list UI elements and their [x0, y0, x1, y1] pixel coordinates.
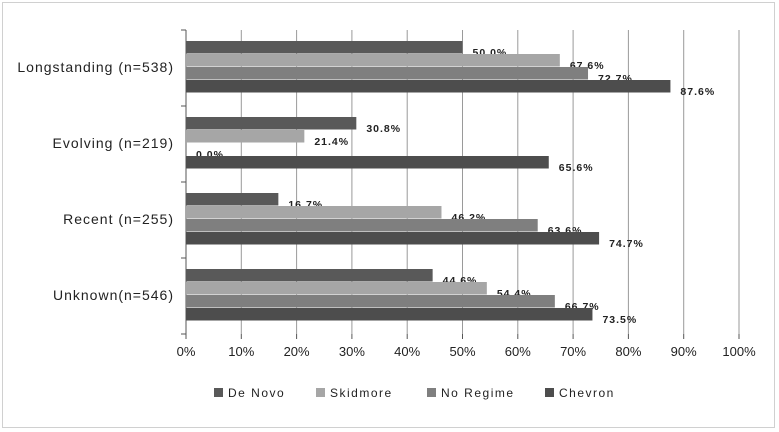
x-tick-label: 10%	[228, 344, 254, 359]
legend-swatch-de-novo	[214, 388, 223, 397]
x-tick-label: 90%	[671, 344, 697, 359]
x-tick-label: 20%	[284, 344, 310, 359]
category-label: Evolving (n=219)	[53, 135, 174, 151]
data-label: 65.6%	[559, 162, 594, 174]
x-tick-label: 0%	[177, 344, 196, 359]
category-label: Longstanding (n=538)	[17, 59, 174, 75]
x-tick-label: 80%	[615, 344, 641, 359]
bar-chevron-3	[186, 308, 593, 321]
data-label: 30.8%	[366, 123, 401, 135]
data-label: 73.5%	[602, 314, 637, 326]
bar-chevron-2	[186, 232, 600, 245]
data-label: 74.7%	[609, 238, 644, 250]
bar-de-novo-1	[186, 117, 357, 130]
legend-entry-label: No Regime	[441, 386, 515, 400]
bar-skidmore-1	[186, 130, 305, 143]
bar-de-novo-0	[186, 41, 463, 54]
x-tick-label: 40%	[394, 344, 420, 359]
legend-entry-label: Skidmore	[330, 386, 393, 400]
x-tick-label: 70%	[560, 344, 586, 359]
bar-chevron-1	[186, 156, 549, 169]
legend-swatch-chevron	[545, 388, 554, 397]
x-tick-label: 30%	[339, 344, 365, 359]
x-tick-label: 50%	[449, 344, 475, 359]
legend-entry-label: Chevron	[559, 386, 615, 400]
bar-de-novo-2	[186, 193, 279, 206]
category-label: Unknown(n=546)	[53, 287, 174, 303]
x-tick-label: 60%	[505, 344, 531, 359]
data-label: 87.6%	[680, 86, 715, 98]
bar-skidmore-2	[186, 206, 442, 219]
legend-swatch-skidmore	[316, 388, 325, 397]
bar-de-novo-3	[186, 269, 433, 282]
legend-entry-label: De Novo	[228, 386, 285, 400]
bar-skidmore-0	[186, 54, 560, 67]
category-label: Recent (n=255)	[63, 211, 174, 227]
bar-skidmore-3	[186, 282, 487, 295]
x-tick-label: 100%	[722, 344, 756, 359]
bar-chevron-0	[186, 80, 671, 93]
bar-no-regime-3	[186, 295, 555, 308]
bar-no-regime-2	[186, 219, 538, 232]
data-label: 21.4%	[314, 136, 349, 148]
legend-swatch-no-regime	[427, 388, 436, 397]
bar-no-regime-0	[186, 67, 589, 80]
